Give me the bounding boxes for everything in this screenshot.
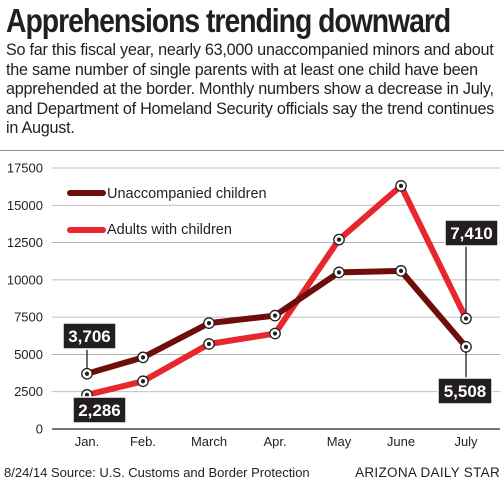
- grid-lines: [52, 167, 500, 430]
- value-callout: 7,410: [444, 219, 499, 247]
- series-lines: [84, 182, 469, 398]
- y-tick-label: 10000: [7, 272, 43, 287]
- data-point: [269, 327, 281, 340]
- data-point: [137, 351, 149, 364]
- legend-label-unaccompanied: Unaccompanied children: [107, 186, 267, 202]
- x-tick-label: July: [454, 434, 478, 449]
- series-line-adults: [84, 182, 469, 398]
- y-tick-label: 17500: [7, 161, 43, 176]
- y-tick-label: 7500: [14, 310, 43, 325]
- value-callout: 2,286: [72, 396, 127, 424]
- y-tick-label: 2500: [14, 384, 43, 399]
- data-point: [395, 180, 407, 192]
- callout-label: 7,410: [450, 224, 493, 243]
- y-tick-label: 0: [36, 422, 43, 437]
- series-points: [81, 180, 472, 401]
- y-tick-label: 5000: [14, 347, 43, 362]
- data-point: [395, 265, 407, 277]
- data-point: [333, 233, 345, 246]
- data-point: [203, 317, 215, 329]
- x-tick-label: June: [387, 434, 415, 449]
- x-tick-label: Apr.: [263, 434, 286, 449]
- value-callout: 3,706: [62, 322, 117, 350]
- footer-credit: ARIZONA DAILY STAR: [355, 465, 500, 480]
- callout-label: 2,286: [78, 401, 121, 420]
- y-tick-label: 15000: [7, 198, 43, 213]
- legend-label-adults: Adults with children: [107, 222, 232, 238]
- chart-intro-text: So far this fiscal year, nearly 63,000 u…: [6, 41, 495, 137]
- x-axis-tick-labels: Jan. Feb. March Apr. May June July: [75, 434, 478, 449]
- y-axis-tick-labels: 0 2500 5000 7500 10000 12500 15000 17500: [7, 161, 43, 437]
- legend: Unaccompanied children Adults with child…: [67, 186, 267, 238]
- x-tick-label: May: [327, 434, 352, 449]
- data-point: [81, 367, 93, 380]
- data-point: [203, 338, 215, 350]
- data-point: [137, 375, 149, 388]
- callout-label: 3,706: [68, 327, 111, 346]
- chart-title: Apprehensions trending downward: [6, 2, 451, 39]
- value-callout: 5,508: [437, 377, 493, 405]
- x-tick-label: Feb.: [130, 434, 156, 449]
- x-tick-label: March: [191, 434, 227, 449]
- y-tick-label: 12500: [7, 235, 43, 250]
- footer-date-source: 8/24/14 Source: U.S. Customs and Border …: [4, 465, 310, 480]
- callout-label: 5,508: [444, 382, 487, 401]
- x-tick-label: Jan.: [75, 434, 100, 449]
- data-point: [460, 312, 472, 325]
- data-point: [460, 341, 472, 353]
- header-divider: [0, 150, 504, 151]
- data-point: [333, 266, 345, 279]
- value-callouts: 3,706 2,286 7,410 5,508: [62, 219, 499, 424]
- data-point: [269, 309, 281, 322]
